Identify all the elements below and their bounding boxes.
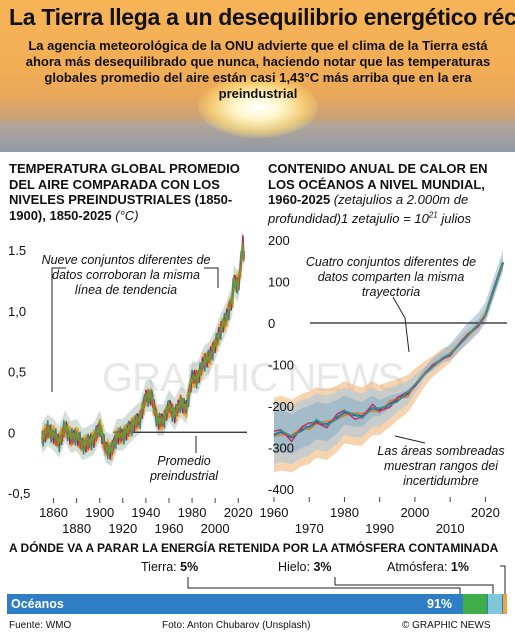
y-tick-label: -100 [268, 358, 294, 373]
x-tick-label: 2000 [201, 521, 230, 536]
y-tick-label: 100 [268, 275, 290, 290]
energy-label-atmosfera: Atmósfera: 1% [387, 560, 469, 574]
energy-label-oceanos: Océanos [11, 597, 64, 611]
annotation-uncertainty: incertidumbre [403, 474, 479, 488]
energy-label-tierra: Tierra: 5% [141, 560, 198, 574]
left-chart-unit: (°C) [115, 207, 139, 223]
page-subtitle: La agencia meteorológica de la ONU advie… [25, 38, 491, 101]
x-tick-label: 1940 [131, 505, 160, 520]
leader-hielo [334, 577, 494, 594]
tierra-value: 5% [180, 560, 199, 574]
temperature-series-line [41, 243, 245, 456]
x-tick-label: 1970 [295, 521, 324, 536]
ocean-heat-series-line [273, 261, 504, 438]
sun-glow [198, 76, 318, 138]
right-chart-note-prefix: (zetajulios a 2.000m de profundidad)1 ze… [268, 192, 469, 226]
energy-segment-atmosfera [503, 594, 507, 614]
y-tick-label: 0 [268, 316, 275, 331]
x-tick-label: 2000 [400, 505, 429, 520]
leader-tierra [187, 577, 461, 594]
right-chart-note: (zetajulios a 2.000m de profundidad)1 ze… [268, 192, 471, 226]
x-tick-label: 1960 [155, 521, 184, 536]
ocean-heat-series-line [273, 261, 504, 443]
left-chart-title: TEMPERATURA GLOBAL PROMEDIO DEL AIRE COM… [9, 161, 261, 223]
leader-atmosfera [500, 565, 506, 594]
photo-credit: Foto: Anton Chubarov (Unsplash) [162, 620, 311, 631]
y-tick-label: -200 [268, 399, 294, 414]
annotation-preindustrial: Promedio [157, 454, 211, 468]
tierra-label: Tierra: [141, 560, 181, 574]
y-tick-label: 0 [8, 425, 15, 440]
ocean-heat-x-ticks: 1960 1980 2000 2020 1970 1990 2010 [260, 497, 500, 536]
right-chart-note-exp: 21 [428, 210, 438, 220]
annotation-leader [51, 267, 66, 392]
ocean-heat-uncertainty [274, 250, 503, 473]
y-tick-label: 1,0 [8, 304, 26, 319]
right-chart-note-suffix: julios [437, 210, 471, 226]
uncertainty-band [274, 250, 503, 454]
x-tick-label: 1960 [260, 505, 289, 520]
y-tick-label: -300 [268, 441, 294, 456]
hielo-label: Hielo: [278, 560, 314, 574]
annotation-datasets: Cuatro conjuntos diferentes de [306, 255, 476, 269]
y-tick-label: 1.5 [8, 243, 26, 258]
brand-credit: © GRAPHIC NEWS [402, 620, 491, 631]
y-tick-label: 200 [268, 233, 290, 248]
x-tick-label: 1990 [365, 521, 394, 536]
x-tick-label: 2010 [436, 521, 465, 536]
y-tick-label: 0,5 [8, 365, 26, 380]
energy-heading: A DÓNDE VA A PARAR LA ENERGÍA RETENIDA P… [9, 541, 499, 555]
x-tick-label: 2020 [471, 505, 500, 520]
x-tick-label: 1980 [330, 505, 359, 520]
page-title: La Tierra llega a un desequilibrio energ… [9, 4, 515, 30]
right-chart-title: CONTENIDO ANUAL DE CALOR EN LOS OCÉANOS … [268, 161, 513, 226]
atmos-label: Atmósfera: [387, 560, 451, 574]
energy-segment-hielo [488, 594, 502, 614]
energy-value-oceanos: 91% [427, 597, 453, 611]
energy-label-hielo: Hielo: 3% [278, 560, 332, 574]
x-tick-label: 1900 [85, 505, 114, 520]
x-tick-label: 1880 [62, 521, 91, 536]
left-chart-title-text: TEMPERATURA GLOBAL PROMEDIO DEL AIRE COM… [9, 161, 240, 223]
right-chart-title-text: CONTENIDO ANUAL DE CALOR EN LOS OCÉANOS … [268, 161, 488, 207]
annotation-leader [394, 435, 426, 444]
y-tick-label: -0,5 [8, 486, 30, 501]
annotation-uncertainty: Las áreas sombreadas [377, 444, 504, 458]
ocean-heat-series [273, 261, 505, 443]
annotation-datasets: datos comparten la misma [318, 270, 465, 284]
y-tick-label: -400 [268, 482, 294, 497]
annotation-leader [204, 267, 219, 288]
atmos-value: 1% [450, 560, 469, 574]
x-tick-label: 1980 [178, 505, 207, 520]
x-tick-label: 2020 [224, 505, 253, 520]
energy-bar [7, 594, 507, 614]
temperature-series [40, 235, 246, 461]
source-credit: Fuente: WMO [9, 620, 72, 631]
annotation-datasets: línea de tendencia [75, 283, 177, 297]
annotation-preindustrial: preindustrial [149, 469, 219, 483]
energy-segment-tierra [463, 594, 487, 614]
temperature-x-ticks: 1860 1900 1940 1980 2020 1880 1920 1960 2000 [39, 498, 253, 536]
annotation-datasets: Nueve conjuntos diferentes de [42, 253, 211, 267]
x-tick-label: 1920 [108, 521, 137, 536]
annotation-uncertainty: muestran rangos dei [384, 459, 499, 473]
x-tick-label: 1860 [39, 505, 68, 520]
annotation-leader [392, 296, 410, 353]
annotation-datasets: datos corroboran la misma [52, 268, 200, 282]
annotation-datasets: trayectoria [362, 285, 420, 299]
ocean-heat-chart: 200 100 0 -100 -200 -300 -400 1960 1980 2000 2020… [260, 233, 507, 536]
hielo-value: 3% [313, 560, 332, 574]
ocean-heat-y-ticks: 200 100 0 -100 -200 -300 -400 [268, 233, 294, 497]
temperature-y-ticks: 1.5 1,0 0,5 0 -0,5 [8, 243, 30, 501]
